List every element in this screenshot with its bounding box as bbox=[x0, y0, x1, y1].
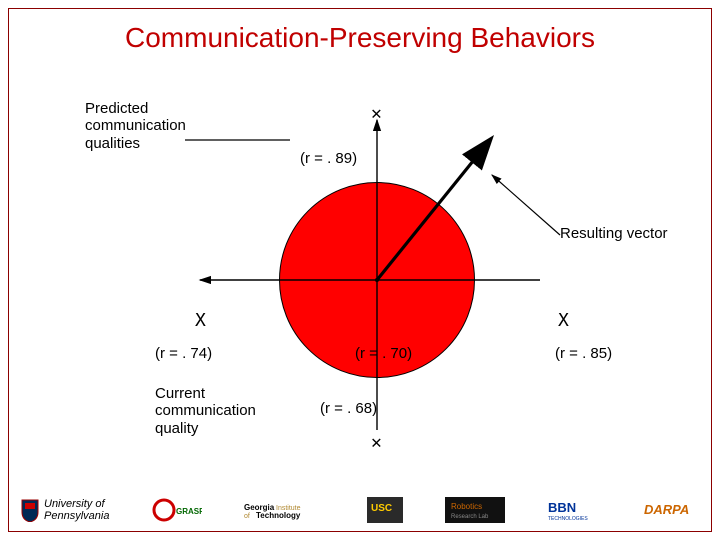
grasp-logo: GRASP bbox=[152, 498, 202, 522]
svg-text:of: of bbox=[244, 513, 250, 520]
x-top: ✕ bbox=[371, 103, 382, 124]
r-right: (r = . 85) bbox=[555, 345, 612, 362]
sarnoff-logo: Robotics Research Lab bbox=[445, 497, 505, 523]
upenn-text: University of Pennsylvania bbox=[44, 498, 109, 522]
footer-logos: University of Pennsylvania GRASP Georgia… bbox=[20, 492, 700, 528]
darpa-logo: DARPA bbox=[644, 500, 700, 520]
usc-logo: USC bbox=[367, 497, 403, 523]
gatech-logo: GeorgiaInstituteofTechnology bbox=[244, 500, 324, 520]
svg-text:TECHNOLOGIES: TECHNOLOGIES bbox=[548, 516, 588, 522]
svg-text:Research Lab: Research Lab bbox=[451, 514, 489, 520]
upenn-logo: University of Pennsylvania bbox=[20, 498, 109, 522]
svg-text:USC: USC bbox=[371, 503, 392, 514]
svg-text:GRASP: GRASP bbox=[176, 507, 202, 516]
r-top: (r = . 89) bbox=[300, 150, 357, 167]
slide-title: Communication-Preserving Behaviors bbox=[0, 22, 720, 54]
r-bottom: (r = . 68) bbox=[320, 400, 377, 417]
x-bottom: ✕ bbox=[371, 432, 382, 453]
x-left: X bbox=[195, 310, 206, 331]
current-label: Current communication quality bbox=[155, 385, 256, 437]
bbn-logo: BBNTECHNOLOGIES bbox=[548, 498, 602, 522]
r-center: (r = . 70) bbox=[355, 345, 412, 362]
predicted-label: Predicted communication qualities bbox=[85, 100, 186, 152]
svg-text:BBN: BBN bbox=[548, 500, 576, 515]
resulting-label: Resulting vector bbox=[560, 225, 668, 242]
x-right: X bbox=[558, 310, 569, 331]
r-left: (r = . 74) bbox=[155, 345, 212, 362]
svg-text:Robotics: Robotics bbox=[451, 502, 482, 511]
svg-text:Technology: Technology bbox=[256, 511, 301, 520]
svg-text:DARPA: DARPA bbox=[644, 502, 689, 517]
